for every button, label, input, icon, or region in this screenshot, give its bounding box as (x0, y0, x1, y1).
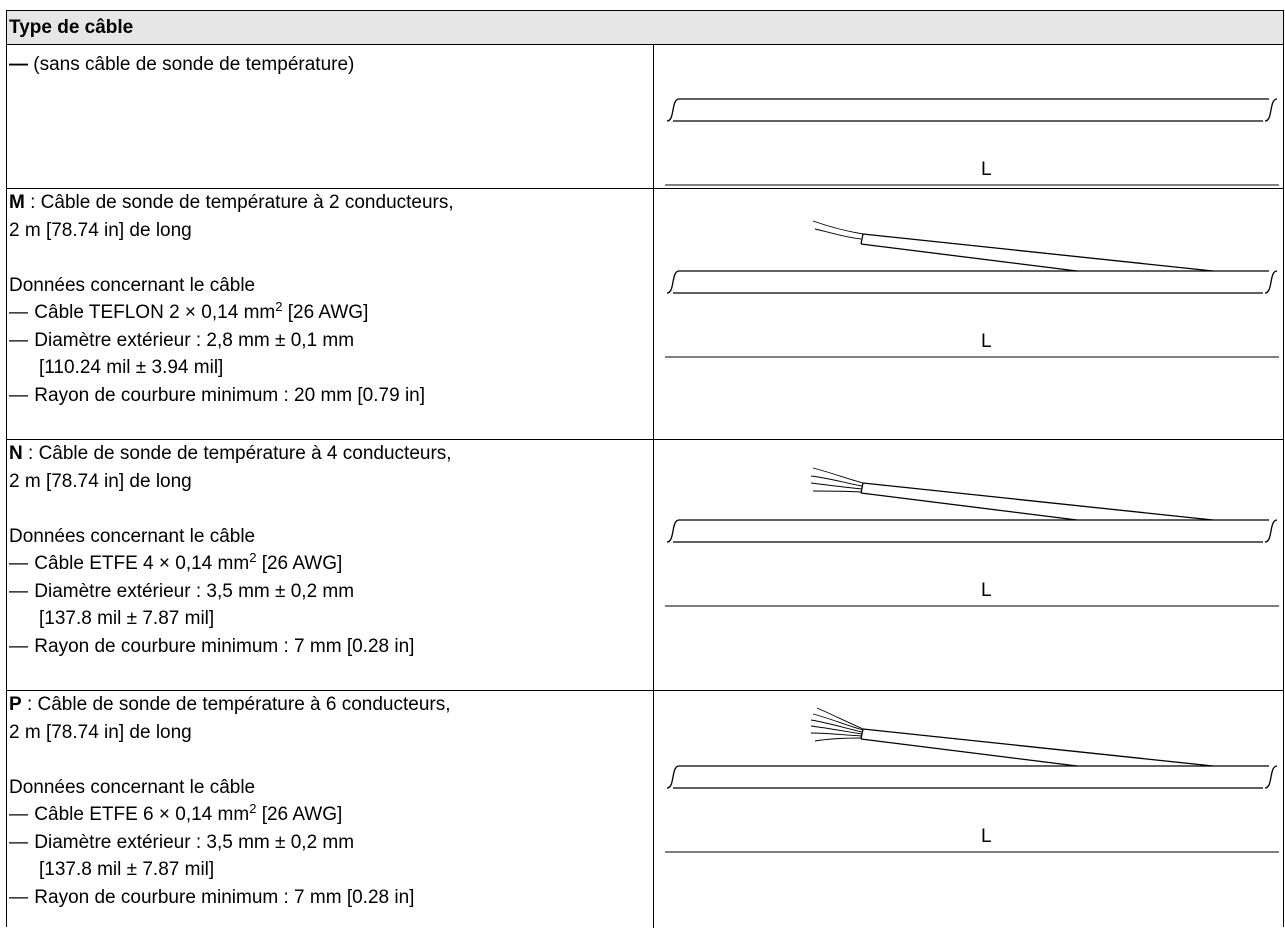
cable-awg: [26 AWG] (282, 302, 369, 323)
length-label: L (981, 159, 992, 180)
bullet-dash: — (9, 553, 28, 574)
cable-diagram-plain: L (665, 91, 1279, 241)
option-title: : Câble de sonde de température à 6 cond… (21, 694, 451, 715)
bullet-dash: — (9, 329, 28, 351)
row-divider (7, 690, 1283, 691)
table-header: Type de câble (7, 11, 1283, 45)
table-title: Type de câble (9, 17, 134, 38)
cable-diagram-n: L (665, 460, 1279, 610)
bullet-dash: — (9, 804, 28, 825)
cable-diagram-m: L (665, 211, 1279, 361)
cable-awg: [26 AWG] (256, 553, 343, 574)
cable-awg: [26 AWG] (256, 804, 343, 825)
cable-spec: Câble ETFE 4 × 0,14 mm (34, 553, 250, 574)
option-length: 2 m [78.74 in] de long (9, 219, 192, 241)
option-description: (sans câble de sonde de température) (28, 54, 355, 75)
length-label: L (981, 331, 992, 352)
row-no-cable-text: — (sans câble de sonde de température) (9, 51, 649, 79)
cable-diagram-p: L (665, 706, 1279, 856)
option-length: 2 m [78.74 in] de long (9, 470, 192, 492)
bullet-dash: — (9, 580, 28, 602)
option-title: : Câble de sonde de température à 2 cond… (24, 192, 454, 213)
bend-radius: Rayon de courbure minimum : 20 mm [0.79 … (34, 384, 426, 406)
cable-type-table: Type de câble — (sans câble de sonde de … (6, 10, 1284, 928)
outer-diameter-imperial: [110.24 mil ± 3.94 mil] (39, 357, 224, 378)
cable-data-heading: Données concernant le câble (9, 274, 256, 296)
outer-diameter: Diamètre extérieur : 3,5 mm ± 0,2 mm (34, 831, 355, 853)
row-cable-m-text: M : Câble de sonde de température à 2 co… (9, 189, 649, 409)
cable-illustration (665, 467, 1279, 607)
bend-radius: Rayon de courbure minimum : 7 mm [0.28 i… (34, 886, 415, 908)
outer-diameter: Diamètre extérieur : 2,8 mm ± 0,1 mm (34, 329, 355, 351)
cable-data-heading: Données concernant le câble (9, 525, 256, 547)
row-cable-p-text: P : Câble de sonde de température à 6 co… (9, 691, 649, 911)
cable-illustration (665, 220, 1279, 358)
option-title: : Câble de sonde de température à 4 cond… (22, 443, 452, 464)
bullet-dash: — (9, 831, 28, 853)
bullet-dash: — (9, 635, 28, 657)
bullet-dash: — (9, 302, 28, 323)
superscript: 2 (249, 801, 257, 816)
option-length: 2 m [78.74 in] de long (9, 721, 192, 743)
superscript: 2 (275, 299, 283, 314)
outer-diameter-imperial: [137.8 mil ± 7.87 mil] (39, 859, 215, 880)
length-label: L (981, 580, 992, 601)
option-code: N (9, 443, 23, 464)
cable-data-heading: Données concernant le câble (9, 776, 256, 798)
outer-diameter: Diamètre extérieur : 3,5 mm ± 0,2 mm (34, 580, 355, 602)
row-cable-n-text: N : Câble de sonde de température à 4 co… (9, 440, 649, 660)
row-divider (7, 188, 1283, 189)
bullet-dash: — (9, 384, 28, 406)
bend-radius: Rayon de courbure minimum : 7 mm [0.28 i… (34, 635, 415, 657)
outer-diameter-imperial: [137.8 mil ± 7.87 mil] (39, 608, 215, 629)
cable-illustration (665, 98, 1279, 186)
option-code: — (9, 54, 28, 75)
row-divider (7, 439, 1283, 440)
cable-spec: Câble TEFLON 2 × 0,14 mm (34, 302, 276, 323)
option-code: P (9, 694, 22, 715)
bullet-dash: — (9, 886, 28, 908)
column-divider (653, 45, 654, 928)
option-code: M (9, 192, 25, 213)
superscript: 2 (249, 550, 257, 565)
length-label: L (981, 826, 992, 847)
cable-spec: Câble ETFE 6 × 0,14 mm (34, 804, 250, 825)
cable-illustration (665, 707, 1279, 853)
